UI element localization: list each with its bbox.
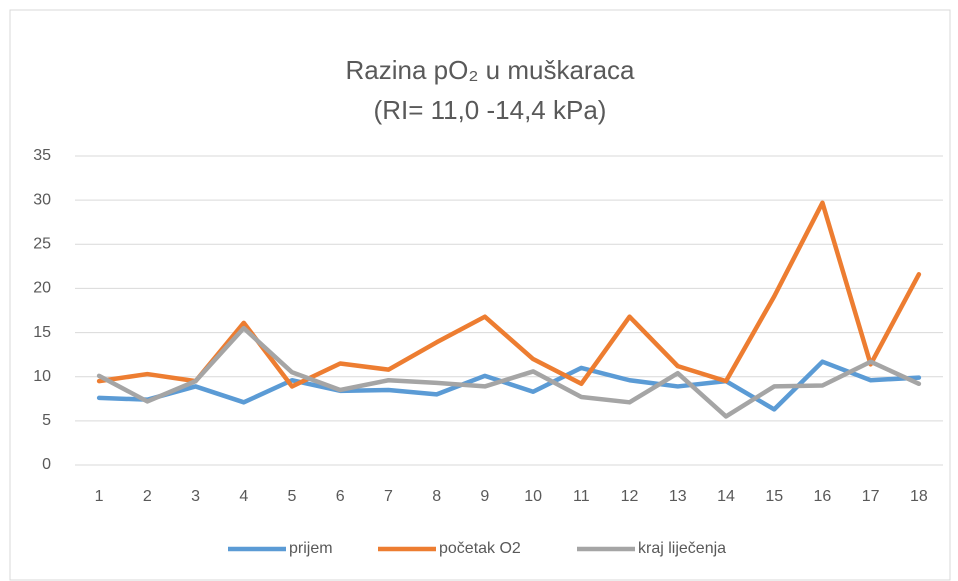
chart-title: Razina pO₂ u muškaraca [346,55,636,85]
x-tick-label: 10 [524,488,542,505]
x-tick-label: 13 [669,488,687,505]
x-tick-label: 9 [480,488,489,505]
x-tick-label: 5 [288,488,297,505]
x-tick-label: 17 [862,488,880,505]
legend-label: prijem [289,540,333,557]
x-tick-label: 8 [432,488,441,505]
legend-label: početak O2 [439,540,521,557]
y-tick-label: 15 [33,324,51,341]
x-tick-label: 11 [573,488,590,505]
chart-frame [9,9,951,581]
x-tick-label: 1 [95,488,104,505]
x-tick-label: 7 [384,488,393,505]
x-tick-label: 14 [717,488,735,505]
y-tick-label: 25 [33,236,51,253]
y-tick-label: 5 [42,412,51,429]
x-tick-label: 16 [814,488,832,505]
chart-subtitle: (RI= 11,0 -14,4 kPa) [374,95,607,125]
y-tick-label: 30 [33,191,51,208]
x-tick-label: 18 [910,488,928,505]
y-tick-label: 35 [33,147,51,164]
y-tick-label: 20 [33,280,51,297]
x-tick-label: 3 [191,488,200,505]
x-tick-label: 4 [239,488,248,505]
series-line [96,359,922,412]
series-line [96,200,922,389]
x-tick-label: 12 [621,488,639,505]
legend-label: kraj liječenja [638,540,726,557]
y-tick-label: 0 [42,456,51,473]
x-tick-label: 15 [765,488,783,505]
x-tick-label: 2 [143,488,152,505]
y-tick-label: 10 [33,368,51,385]
series-line [96,325,922,419]
x-tick-label: 6 [336,488,345,505]
